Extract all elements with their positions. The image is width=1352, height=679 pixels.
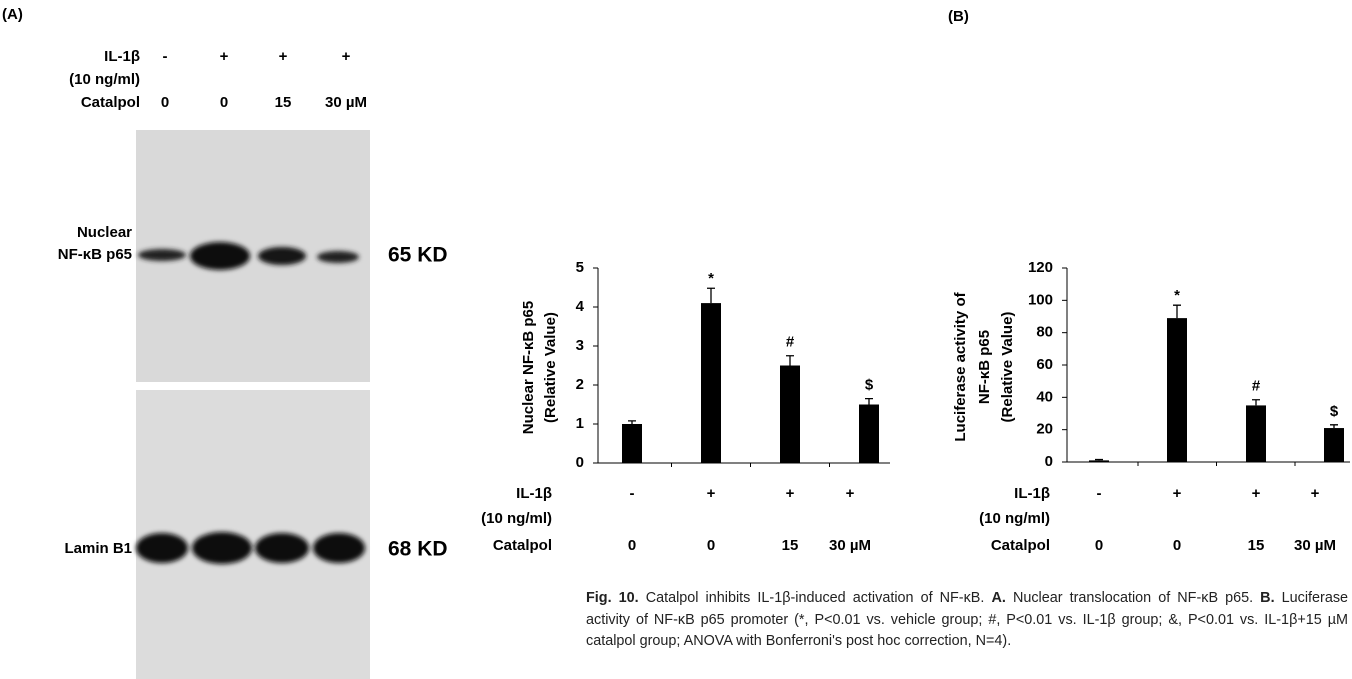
blot-label: Nuclear [77, 224, 132, 241]
condition-value: + [1311, 485, 1320, 502]
y-tick-label: 40 [1036, 388, 1053, 405]
error-bar [628, 421, 636, 424]
condition-value: 30 µM [325, 94, 367, 111]
condition-value: - [163, 48, 168, 65]
condition-value: + [1173, 485, 1182, 502]
condition-value: 0 [628, 537, 636, 554]
caption-text: Nuclear translocation of NF-κB p65. [1013, 590, 1253, 606]
bar [701, 303, 721, 463]
bar [1324, 428, 1344, 462]
y-tick-label: 0 [576, 454, 584, 471]
condition-value: 0 [707, 537, 715, 554]
caption-title: Catalpol inhibits IL-1β-induced activati… [646, 590, 985, 606]
caption: Fig. 10. Catalpol inhibits IL-1β-induced… [586, 588, 1348, 653]
condition-value: 0 [1173, 537, 1181, 554]
error-bar [786, 356, 794, 366]
y-tick-label: 100 [1028, 291, 1053, 308]
y-tick-label: 2 [576, 376, 584, 393]
row-label: IL-1β [1014, 485, 1050, 502]
y-tick-label: 5 [576, 259, 584, 276]
row-sublabel: (10 ng/ml) [69, 71, 140, 88]
caption-label: A. [991, 590, 1005, 606]
error-bar [1095, 460, 1103, 461]
panel-label: (B) [948, 8, 969, 25]
condition-value: + [707, 485, 716, 502]
error-bar [707, 288, 715, 303]
condition-value: - [1097, 485, 1102, 502]
condition-value: 0 [161, 94, 169, 111]
error-bar [1252, 400, 1260, 406]
y-tick-label: 120 [1028, 259, 1053, 276]
condition-value: + [220, 48, 229, 65]
y-axis-label: Nuclear NF-κB p65 [520, 301, 537, 434]
bar [1167, 318, 1187, 462]
error-bar [1173, 305, 1181, 318]
y-tick-label: 20 [1036, 421, 1053, 438]
blot-label: NF-κB p65 [58, 246, 132, 263]
row-label: Catalpol [493, 537, 552, 554]
y-tick-label: 4 [576, 298, 585, 315]
bar [1246, 405, 1266, 462]
caption-figure: Fig. 10. [586, 590, 639, 606]
panel-label: (A) [2, 6, 23, 23]
y-axis-label: (Relative Value) [999, 312, 1016, 423]
condition-value: 0 [1095, 537, 1103, 554]
bar [859, 405, 879, 464]
y-tick-label: 80 [1036, 324, 1053, 341]
condition-value: 15 [1248, 537, 1265, 554]
significance-mark: $ [1330, 403, 1339, 420]
significance-mark: # [1252, 378, 1261, 395]
bar [780, 366, 800, 464]
figure: (A) (B) IL-1β(10 ng/ml)-+++Catalpol00153… [0, 0, 1352, 679]
error-bar [1330, 425, 1338, 428]
condition-value: 0 [220, 94, 228, 111]
condition-value: + [279, 48, 288, 65]
row-label: IL-1β [516, 485, 552, 502]
caption-label: B. [1260, 590, 1274, 606]
bar [1089, 460, 1109, 462]
page: { "panel_a": { "label": "(A)", "rows": [… [0, 0, 1352, 679]
y-tick-label: 60 [1036, 356, 1053, 373]
y-tick-label: 3 [576, 337, 584, 354]
significance-mark: * [1174, 287, 1180, 304]
condition-value: 30 µM [829, 537, 871, 554]
row-sublabel: (10 ng/ml) [979, 510, 1050, 527]
blot-label: Lamin B1 [64, 540, 132, 557]
error-bar [865, 399, 873, 405]
y-tick-label: 0 [1045, 453, 1053, 470]
row-label: IL-1β [104, 48, 140, 65]
bar [622, 424, 642, 463]
blot-size: 68 KD [388, 538, 448, 561]
row-label: Catalpol [991, 537, 1050, 554]
condition-value: 15 [782, 537, 799, 554]
condition-value: 30 µM [1294, 537, 1336, 554]
condition-value: + [846, 485, 855, 502]
condition-value: + [1252, 485, 1261, 502]
y-tick-label: 1 [576, 415, 584, 432]
significance-mark: # [786, 334, 795, 351]
condition-value: - [630, 485, 635, 502]
blot-size: 65 KD [388, 244, 448, 267]
significance-mark: * [708, 270, 714, 287]
significance-mark: $ [865, 377, 874, 394]
y-axis-label: NF-κB p65 [976, 330, 993, 404]
row-sublabel: (10 ng/ml) [481, 510, 552, 527]
condition-value: 15 [275, 94, 292, 111]
y-axis-label: (Relative Value) [542, 312, 559, 423]
y-axis-label: Luciferase activity of [952, 291, 969, 441]
row-label: Catalpol [81, 94, 140, 111]
condition-value: + [342, 48, 351, 65]
condition-value: + [786, 485, 795, 502]
